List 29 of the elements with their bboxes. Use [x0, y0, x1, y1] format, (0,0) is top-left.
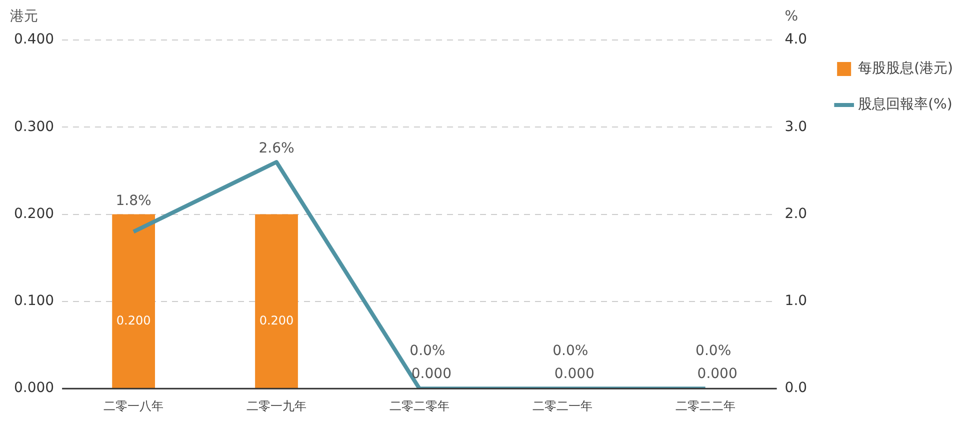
- y-tick-label: 0.200: [14, 206, 54, 222]
- x-tick-label: 二零二二年: [675, 398, 736, 413]
- y2-tick-label: 1.0: [784, 293, 808, 310]
- data-label: 0.0%: [552, 343, 588, 360]
- x-tick-label: 二零一九年: [246, 398, 306, 413]
- y-tick-label: 0.300: [14, 118, 54, 135]
- legend-label: 股息回報率(%): [858, 96, 952, 113]
- data-label: 0.200: [259, 313, 294, 328]
- y-tick-label: 0.100: [14, 293, 54, 310]
- y2-tick-label: 3.0: [784, 118, 808, 135]
- y-tick-label: 0.000: [14, 380, 54, 396]
- data-label: 0.200: [116, 313, 151, 328]
- data-label: 2.6%: [258, 140, 294, 157]
- legend-label: 每股股息(港元): [858, 60, 954, 77]
- data-label: 1.8%: [116, 192, 152, 209]
- y2-tick-label: 2.0: [784, 206, 808, 222]
- y-tick-label: 0.400: [14, 32, 54, 48]
- y-axis-title: 港元: [10, 8, 38, 25]
- x-tick-label: 二零二零年: [389, 398, 450, 413]
- x-tick-label: 二零二一年: [532, 398, 592, 413]
- data-label: 0.000: [554, 366, 594, 382]
- y2-tick-label: 0.0: [784, 380, 808, 396]
- y2-tick-label: 4.0: [784, 32, 808, 48]
- x-tick-label: 二零一八年: [104, 398, 164, 413]
- data-label: 0.0%: [410, 343, 446, 360]
- data-label: 0.0%: [696, 343, 732, 360]
- y2-axis-title: %: [784, 8, 798, 25]
- data-label: 0.000: [697, 366, 738, 382]
- data-label: 0.000: [411, 366, 452, 382]
